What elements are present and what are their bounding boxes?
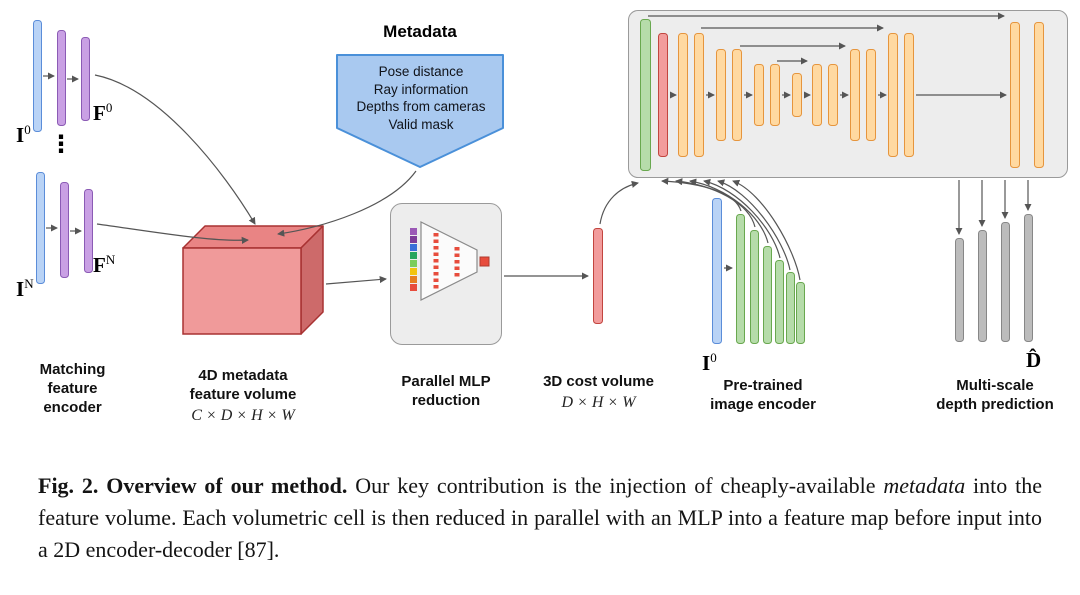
matching-feature-bar-nb [84, 189, 93, 273]
unet-conv-bar [812, 64, 822, 126]
unet-conv-bar [904, 33, 914, 157]
label-line: Matching [39, 361, 106, 378]
encoder-feature-bar [763, 246, 772, 344]
depth-output-label: D̂ [1026, 348, 1042, 372]
label-line: reduction [411, 392, 481, 409]
input-image-0-label: I0 [16, 122, 31, 147]
encoder-feature-bar [786, 272, 795, 344]
figure-caption: Fig. 2. Overview of our method. Our key … [38, 470, 1042, 566]
metadata-items: Pose distance Ray information Depths fro… [339, 63, 503, 133]
cost-volume-bar [593, 228, 603, 324]
matching-feature-bar-na [60, 182, 69, 278]
caption-italic: metadata [883, 473, 966, 498]
input-image-n-label: IN [16, 276, 34, 301]
encoder-feature-bar [796, 282, 805, 344]
cost-volume-dims: D × H × W [561, 394, 636, 411]
unet-bottleneck-bar [792, 73, 802, 117]
metadata-item: Ray information [373, 81, 469, 97]
feature-volume-side-face [300, 225, 324, 335]
metadata-item: Depths from cameras [356, 99, 486, 114]
unet-conv-bar [866, 49, 876, 141]
feature-n-label: FN [93, 252, 116, 277]
cost-volume-label: 3D cost volume D × H × W [536, 372, 661, 412]
feature-volume-top-face [182, 225, 324, 249]
unet-output-bar [1034, 22, 1044, 168]
matching-feature-bar-0a [57, 30, 66, 126]
image-encoder-label: Pre-trained image encoder [688, 376, 838, 414]
unet-conv-bar [694, 33, 704, 157]
depth-map-bar [1024, 214, 1033, 342]
feature-volume-shape [182, 225, 324, 335]
label-line: encoder [43, 399, 102, 416]
mlp-label: Parallel MLP reduction [375, 372, 517, 410]
encoder-feature-bar [736, 214, 745, 344]
depth-map-bar [955, 238, 964, 342]
unet-conv-bar [828, 64, 838, 126]
mlp-reduction-box [390, 203, 502, 345]
label-line: depth prediction [936, 396, 1054, 413]
feature-volume-label: 4D metadata feature volume C × D × H × W [168, 366, 318, 425]
label-line: image encoder [710, 396, 816, 413]
depth-map-bar [1001, 222, 1010, 342]
caption-text: Our key contribution is the injection of… [347, 473, 884, 498]
label-line: Parallel MLP [401, 373, 491, 390]
unet-conv-bar [850, 49, 860, 141]
metadata-title: Metadata [383, 22, 457, 41]
label-line: Multi-scale [956, 377, 1034, 394]
label-line: feature volume [189, 386, 297, 403]
pretrained-input-label: I0 [702, 350, 717, 375]
caption-bold: Fig. 2. Overview of our method. [38, 473, 348, 498]
unet-conv-bar [754, 64, 764, 126]
metadata-item: Pose distance [378, 64, 464, 79]
matching-input-bar-0 [33, 20, 42, 132]
depth-prediction-label: Multi-scale depth prediction [910, 376, 1080, 414]
ellipsis-vertical-icon: ⋮ [49, 130, 73, 158]
unet-input-feature-bar [640, 19, 651, 171]
unet-conv-bar [678, 33, 688, 157]
label-line: 4D metadata [198, 367, 288, 384]
caption-text: into the feature volume. Each volumetric… [38, 473, 1042, 562]
image-input-bar [712, 198, 722, 344]
matching-feature-bar-0b [81, 37, 90, 121]
feature-volume-dims: C × D × H × W [191, 407, 295, 424]
metadata-item: Valid mask [388, 116, 454, 132]
matching-encoder-label: Matching feature encoder [5, 360, 140, 417]
unet-output-bar [1010, 22, 1020, 168]
label-line: 3D cost volume [543, 373, 654, 390]
feature-volume-front-face [182, 247, 302, 335]
encoder-feature-bar [775, 260, 784, 344]
unet-cost-feature-bar [658, 33, 668, 157]
feature-0-label: F0 [93, 100, 113, 125]
unet-conv-bar [716, 49, 726, 141]
matching-input-bar-n [36, 172, 45, 284]
unet-conv-bar [732, 49, 742, 141]
encoder-feature-bar [750, 230, 759, 344]
depth-map-bar [978, 230, 987, 342]
unet-conv-bar [770, 64, 780, 126]
label-line: Pre-trained [723, 377, 803, 394]
unet-conv-bar [888, 33, 898, 157]
label-line: feature [47, 380, 98, 397]
